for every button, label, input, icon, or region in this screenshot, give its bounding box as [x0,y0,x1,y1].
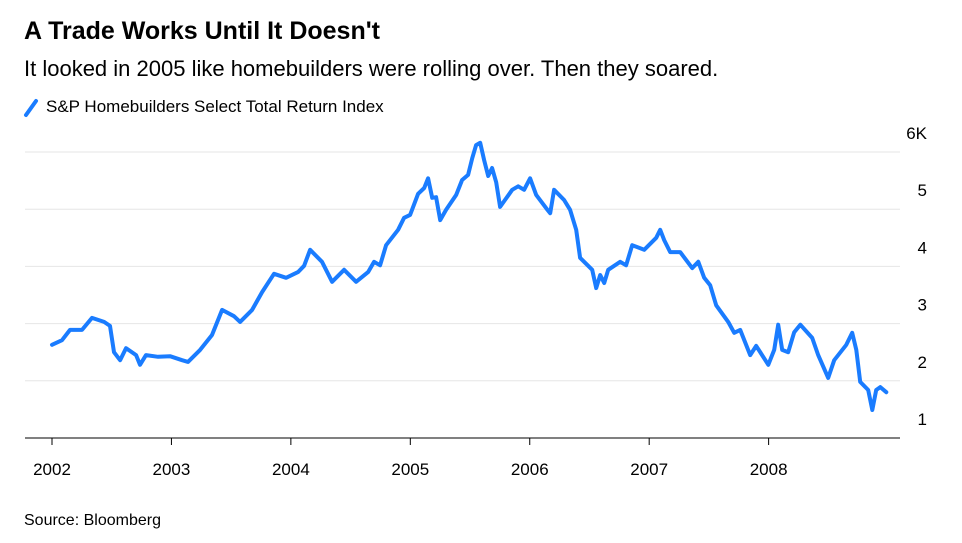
y-tick-label: 5 [918,181,927,200]
x-tick-label: 2006 [511,460,549,479]
x-tick-label: 2003 [153,460,191,479]
line [50,140,889,412]
x-tick-label: 2004 [272,460,310,479]
y-tick-label: 6K [906,124,927,143]
x-tick-label: 2007 [630,460,668,479]
source: Source: Bloomberg [24,512,161,529]
legend-swatch [24,99,38,117]
x-tick-label: 2005 [391,460,429,479]
y-tick-label: 3 [918,296,927,315]
legend-label: S&P Homebuilders Select Total Return Ind… [46,97,384,116]
x-tick-label: 2008 [750,460,788,479]
x-tick-label: 2002 [33,460,71,479]
y-tick-label: 1 [918,410,927,429]
y-tick-label: 4 [918,238,927,257]
y-tick-label: 2 [918,353,927,372]
chart-title: A Trade Works Until It Doesn't [24,17,381,45]
chart-subtitle: It looked in 2005 like homebuilders were… [24,56,718,81]
